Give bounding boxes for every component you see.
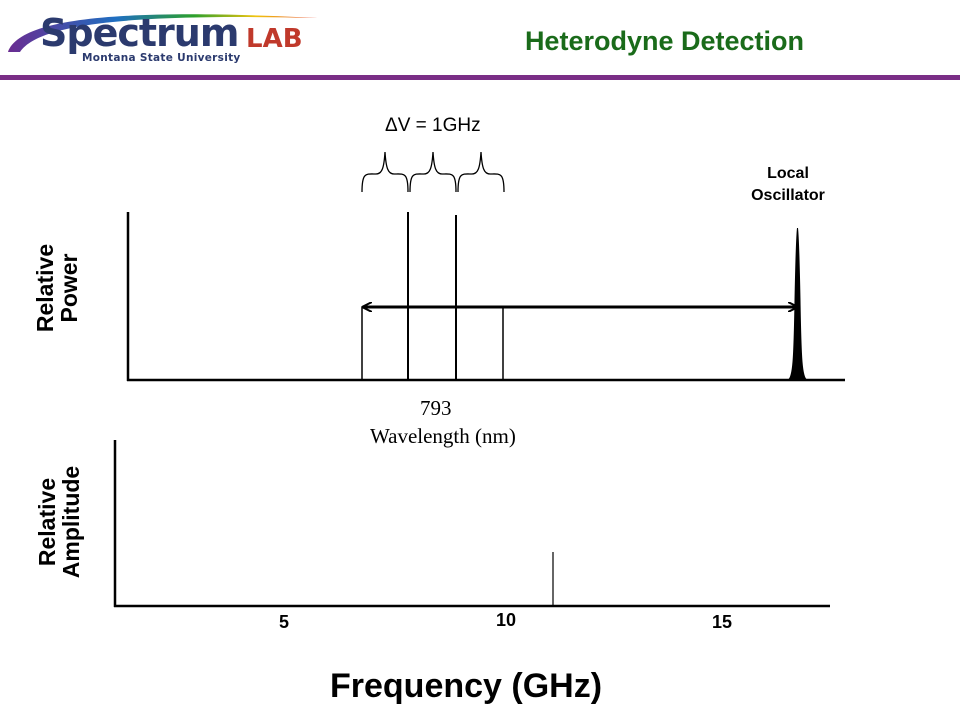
lo-label-line2: Oscillator xyxy=(751,186,825,204)
logo-wordmark: Spectrum xyxy=(40,11,239,55)
wavelength-label: Wavelength (nm) xyxy=(370,424,516,448)
spacing-label: ΔV = 1GHz xyxy=(385,115,481,136)
frequency-axis-title: Frequency (GHz) xyxy=(330,667,603,705)
spacing-braces xyxy=(361,151,505,193)
local-oscillator-label: Local Oscillator xyxy=(728,163,848,206)
logo-swoosh xyxy=(8,14,318,52)
logo-subtitle: Montana State University xyxy=(82,52,241,64)
wavelength-value: 793 xyxy=(420,396,452,420)
relative-power-label: Relative Power xyxy=(32,228,83,348)
header-divider xyxy=(0,75,960,80)
relative-amplitude-label: Relative Amplitude xyxy=(34,437,85,607)
x-tick-10: 10 xyxy=(496,610,517,630)
relative-amplitude-text: Relative Amplitude xyxy=(34,465,85,579)
slide-title: Heterodyne Detection xyxy=(524,26,804,56)
x-tick-15: 15 xyxy=(712,612,733,632)
lo-label-line1: Local xyxy=(767,165,809,182)
local-oscillator-peak xyxy=(787,227,808,381)
logo-lab: LAB xyxy=(246,24,303,54)
relative-power-text: Relative Power xyxy=(32,243,83,333)
signal-band-box xyxy=(361,306,504,380)
x-tick-5: 5 xyxy=(279,612,290,632)
